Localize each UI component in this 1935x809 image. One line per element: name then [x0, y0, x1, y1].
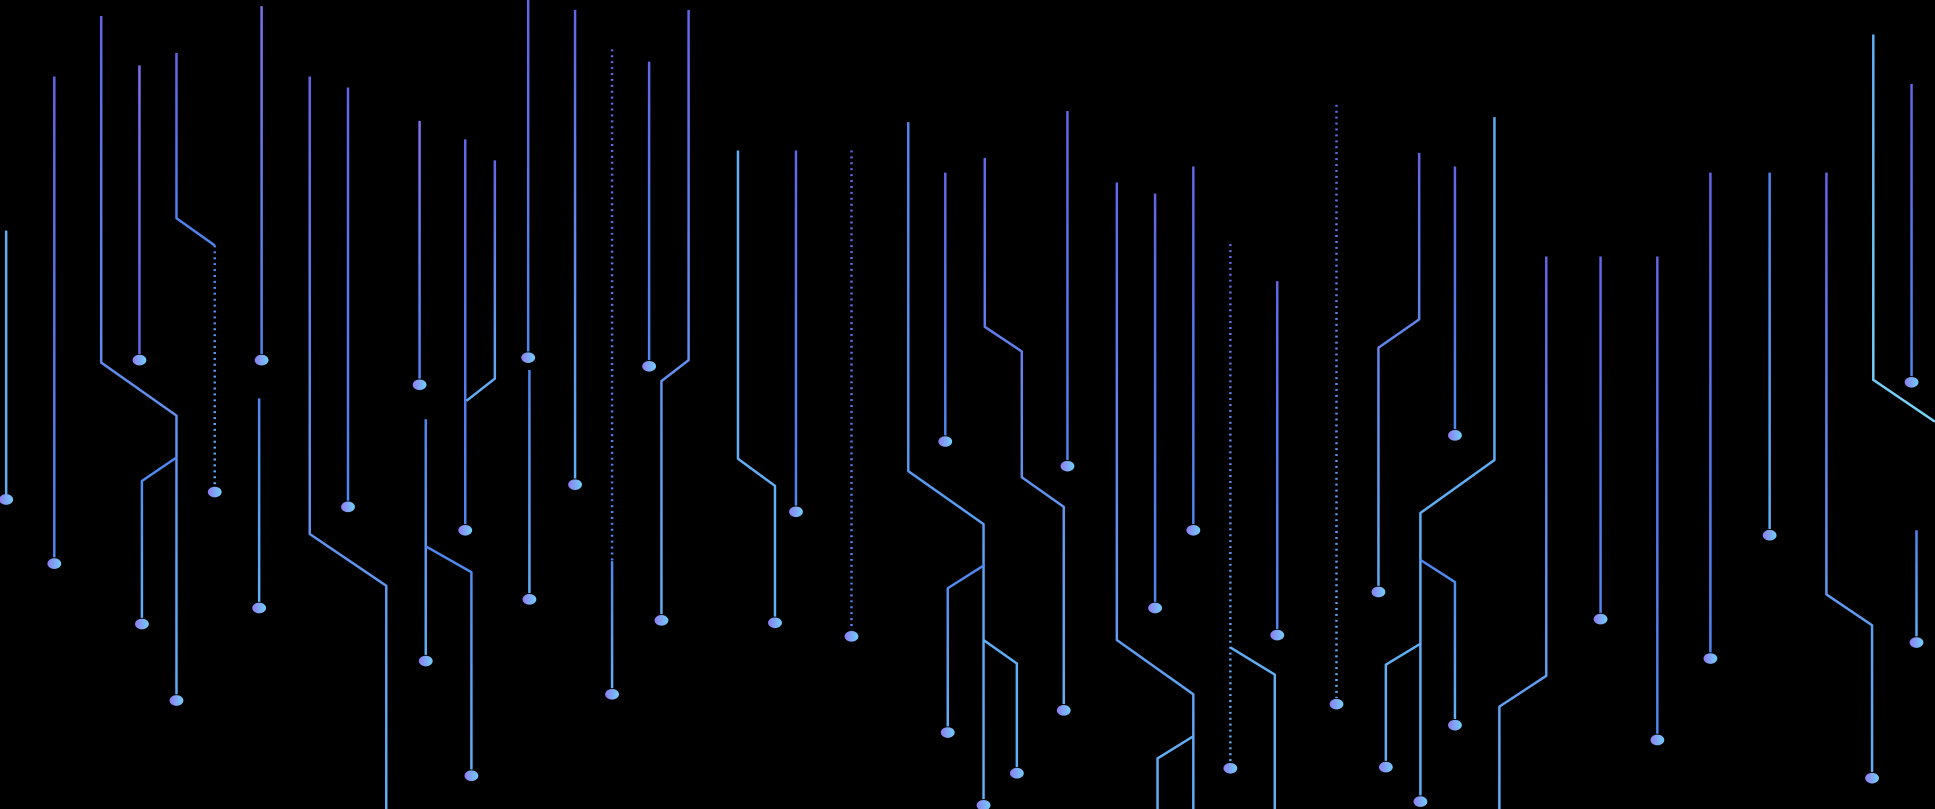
trace-endpoint-dot: [418, 655, 433, 667]
trace-endpoint-dot: [252, 602, 267, 614]
circuit-trace: [1825, 172, 1874, 773]
trace-endpoint-dot: [1148, 602, 1162, 614]
trace-endpoint-dot: [938, 436, 953, 447]
trace-endpoint-dot: [1593, 613, 1608, 625]
trace-endpoint-dot: [1448, 719, 1462, 731]
trace-endpoint-dot: [1909, 637, 1924, 648]
trace-endpoint-dot: [1186, 524, 1201, 536]
trace-endpoint-dot: [1448, 430, 1462, 441]
circuit-trace: [983, 157, 1065, 705]
circuit-trace: [1498, 256, 1548, 809]
trace-endpoint-dot: [654, 615, 669, 626]
trace-endpoint-dot: [0, 494, 14, 505]
trace-endpoint-dot: [768, 617, 782, 629]
trace-endpoint-dot: [1223, 763, 1238, 774]
trace-endpoint-dot: [1650, 734, 1665, 746]
circuit-trace: [99, 16, 178, 695]
trace-endpoint-dot: [1056, 705, 1071, 716]
trace-endpoint-dot: [47, 558, 62, 569]
trace-endpoint-dot: [1270, 629, 1285, 641]
trace-endpoint-dot: [341, 501, 355, 513]
trace-endpoint-dot: [464, 770, 479, 782]
circuit-trace: [140, 456, 178, 618]
circuit-trace: [175, 53, 216, 247]
trace-endpoint-dot: [568, 479, 582, 490]
trace-endpoint-dot: [254, 354, 269, 366]
trace-endpoint-dot: [844, 631, 859, 642]
trace-endpoint-dot: [1378, 761, 1393, 773]
circuit-trace: [308, 76, 388, 809]
trace-endpoint-dot: [605, 689, 620, 700]
trace-endpoint-dot: [1904, 376, 1919, 388]
circuit-trace: [465, 160, 497, 402]
trace-endpoint-dot: [1703, 653, 1718, 664]
circuit-trace: [1419, 558, 1457, 719]
circuit-trace: [1377, 152, 1421, 586]
trace-endpoint-dot: [169, 695, 184, 706]
trace-endpoint-dot: [412, 379, 427, 391]
trace-endpoint-dot: [976, 799, 991, 809]
circuit-trace: [1229, 646, 1277, 809]
trace-endpoint-dot: [521, 352, 536, 363]
circuit-trace: [425, 545, 473, 770]
circuit-trace: [736, 150, 777, 617]
circuit-trace: [1384, 642, 1422, 761]
trace-endpoint-dot: [1009, 767, 1024, 779]
trace-endpoint-dot: [132, 354, 147, 366]
trace-endpoint-dot: [1413, 796, 1428, 807]
circuit-trace: [1115, 182, 1195, 809]
trace-endpoint-dot: [458, 524, 473, 536]
trace-endpoint-dot: [1329, 698, 1344, 710]
trace-endpoint-dot: [642, 360, 657, 372]
circuit-trace: [907, 122, 985, 800]
trace-endpoint-dot: [1060, 460, 1075, 472]
trace-endpoint-dot: [522, 594, 537, 605]
trace-endpoint-dot: [1371, 586, 1386, 598]
circuit-trace: [660, 9, 690, 615]
trace-endpoint-dot: [940, 727, 955, 738]
trace-endpoint-dot: [1762, 529, 1777, 541]
circuit-trace: [946, 563, 986, 727]
circuit-trace: [1156, 735, 1194, 809]
trace-endpoint-dot: [135, 618, 149, 630]
circuit-trace: [982, 639, 1019, 768]
circuit-trace: [1419, 117, 1496, 796]
trace-endpoint-dot: [1865, 772, 1879, 784]
trace-endpoint-dot: [207, 486, 222, 498]
trace-endpoint-dot: [789, 506, 803, 518]
circuit-trace: [1872, 34, 1935, 423]
